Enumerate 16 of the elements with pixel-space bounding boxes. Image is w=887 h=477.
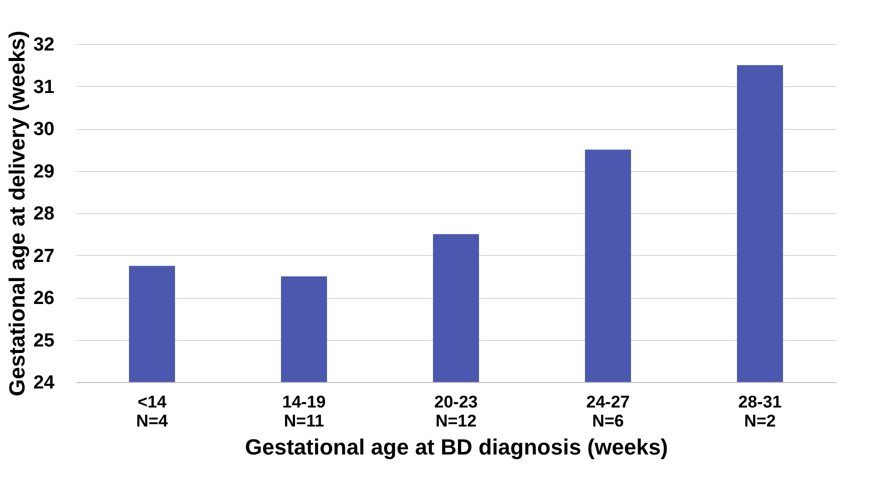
y-tick-label: 28 bbox=[33, 204, 54, 224]
y-tick-label: 27 bbox=[33, 246, 54, 267]
x-tick-label: 14-19 N=11 bbox=[282, 392, 326, 430]
x-tick-label: 24-27 N=6 bbox=[586, 392, 630, 430]
y-tick-label: 32 bbox=[33, 34, 54, 56]
y-tick-label: 31 bbox=[33, 76, 55, 98]
x-tick-label: 28-31 N=2 bbox=[738, 392, 782, 430]
x-tick-label: 20-23 N=12 bbox=[434, 392, 478, 430]
y-tick-label: 29 bbox=[33, 161, 54, 182]
y-tick-label: 26 bbox=[33, 288, 54, 309]
y-axis-title: Gestational age at delivery (weeks) bbox=[4, 30, 30, 396]
x-axis-title: Gestational age at BD diagnosis (weeks) bbox=[244, 434, 668, 460]
y-tick-label: 25 bbox=[33, 330, 55, 352]
x-tick-label: <14 N=4 bbox=[136, 392, 168, 430]
y-tick-label: 30 bbox=[33, 119, 54, 140]
y-tick-label: 24 bbox=[33, 372, 55, 394]
